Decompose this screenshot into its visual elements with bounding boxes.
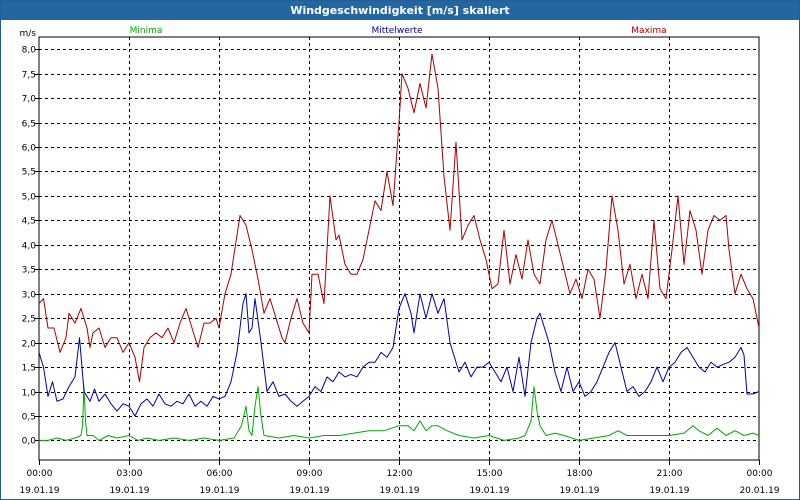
y-tick-label: 5,5	[22, 168, 36, 178]
y-tick-label: 4,0	[22, 242, 37, 252]
y-tick-label: 2,0	[22, 340, 37, 350]
x-tick-time-label: 00:00	[27, 469, 53, 479]
legend-entry-mittelwerte: Mittelwerte	[371, 26, 422, 36]
x-tick-date-label: 19.01.19	[289, 486, 329, 496]
series-lines	[38, 53, 760, 441]
y-tick-label: 8,0	[22, 46, 37, 56]
x-tick-time-label: 12:00	[387, 469, 413, 479]
legend-entry-minima: Minima	[130, 26, 163, 36]
y-tick-label: 7,5	[22, 71, 36, 81]
x-tick-time-label: 09:00	[297, 469, 323, 479]
y-tick-label: 3,0	[22, 291, 37, 301]
y-tick-label: 3,5	[22, 266, 36, 276]
x-tick-time-label: 03:00	[117, 469, 143, 479]
legend-entry-maxima: Maxima	[631, 26, 666, 36]
x-tick-date-label: 19.01.19	[649, 486, 689, 496]
y-tick-label: 7,0	[22, 95, 37, 105]
y-tick-label: 6,5	[22, 120, 36, 130]
x-tick-date-label: 19.01.19	[379, 486, 419, 496]
legend: Minima Mittelwerte Maxima	[130, 26, 667, 36]
x-tick-time-label: 21:00	[657, 469, 683, 479]
tick-labels: 0,0 0,5 1,0 1,5 2,0 2,5 3,0 3,5 4,0 4,5 5,0 5,5 6,0 6…	[19, 29, 779, 496]
series-line-mittelwerte	[38, 293, 760, 417]
y-tick-label: 5,0	[22, 193, 37, 203]
x-tick-date-label: 19.01.19	[199, 486, 239, 496]
y-tick-label: 6,0	[22, 144, 37, 154]
series-line-minima	[39, 386, 760, 441]
x-tick-date-label: 19.01.19	[109, 486, 149, 496]
y-tick-label: 2,5	[22, 315, 36, 325]
window-title: Windgeschwindigkeit [m/s] skaliert	[1, 1, 799, 20]
axes	[35, 36, 760, 465]
x-tick-time-label: 15:00	[477, 469, 503, 479]
y-tick-label: 0,0	[22, 437, 37, 447]
x-tick-date-label: 20.01.19	[739, 486, 779, 496]
x-tick-time-label: 18:00	[567, 469, 593, 479]
y-tick-label: 4,5	[22, 217, 36, 227]
grid-lines	[39, 37, 759, 460]
y-tick-label: 1,0	[22, 389, 37, 399]
series-line-maxima	[38, 53, 760, 383]
y-axis-unit-label: m/s	[20, 29, 37, 39]
x-tick-time-label: 06:00	[207, 469, 233, 479]
x-tick-date-label: 19.01.19	[19, 486, 59, 496]
x-tick-time-label: 00:00	[747, 469, 773, 479]
y-tick-label: 1,5	[22, 364, 36, 374]
x-tick-date-label: 19.01.19	[469, 486, 509, 496]
y-tick-label: 0,5	[22, 413, 36, 423]
x-tick-date-label: 19.01.19	[559, 486, 599, 496]
